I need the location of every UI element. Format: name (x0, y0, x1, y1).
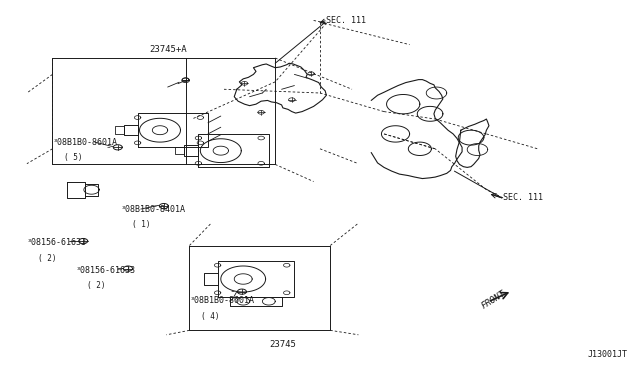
Text: ³08156-61633: ³08156-61633 (27, 238, 87, 247)
Text: 23745: 23745 (269, 340, 296, 349)
Text: ³08156-61633: ³08156-61633 (76, 266, 136, 275)
Text: 23745+A: 23745+A (149, 45, 186, 54)
Text: ( 2): ( 2) (87, 281, 106, 290)
Text: SEC. 111: SEC. 111 (326, 16, 366, 25)
Text: ( 4): ( 4) (201, 312, 220, 321)
Text: ³08B1B0-8601A: ³08B1B0-8601A (189, 296, 255, 305)
Text: ( 5): ( 5) (64, 153, 83, 162)
Text: ³08B1B0-8401A: ³08B1B0-8401A (120, 205, 186, 214)
Text: ( 1): ( 1) (132, 220, 150, 229)
Text: SEC. 111: SEC. 111 (503, 193, 543, 202)
Text: FRONT: FRONT (480, 289, 508, 310)
Text: J13001JT: J13001JT (588, 350, 627, 359)
Text: ³08B1B0-8601A: ³08B1B0-8601A (52, 138, 118, 147)
Text: ( 2): ( 2) (38, 254, 57, 263)
